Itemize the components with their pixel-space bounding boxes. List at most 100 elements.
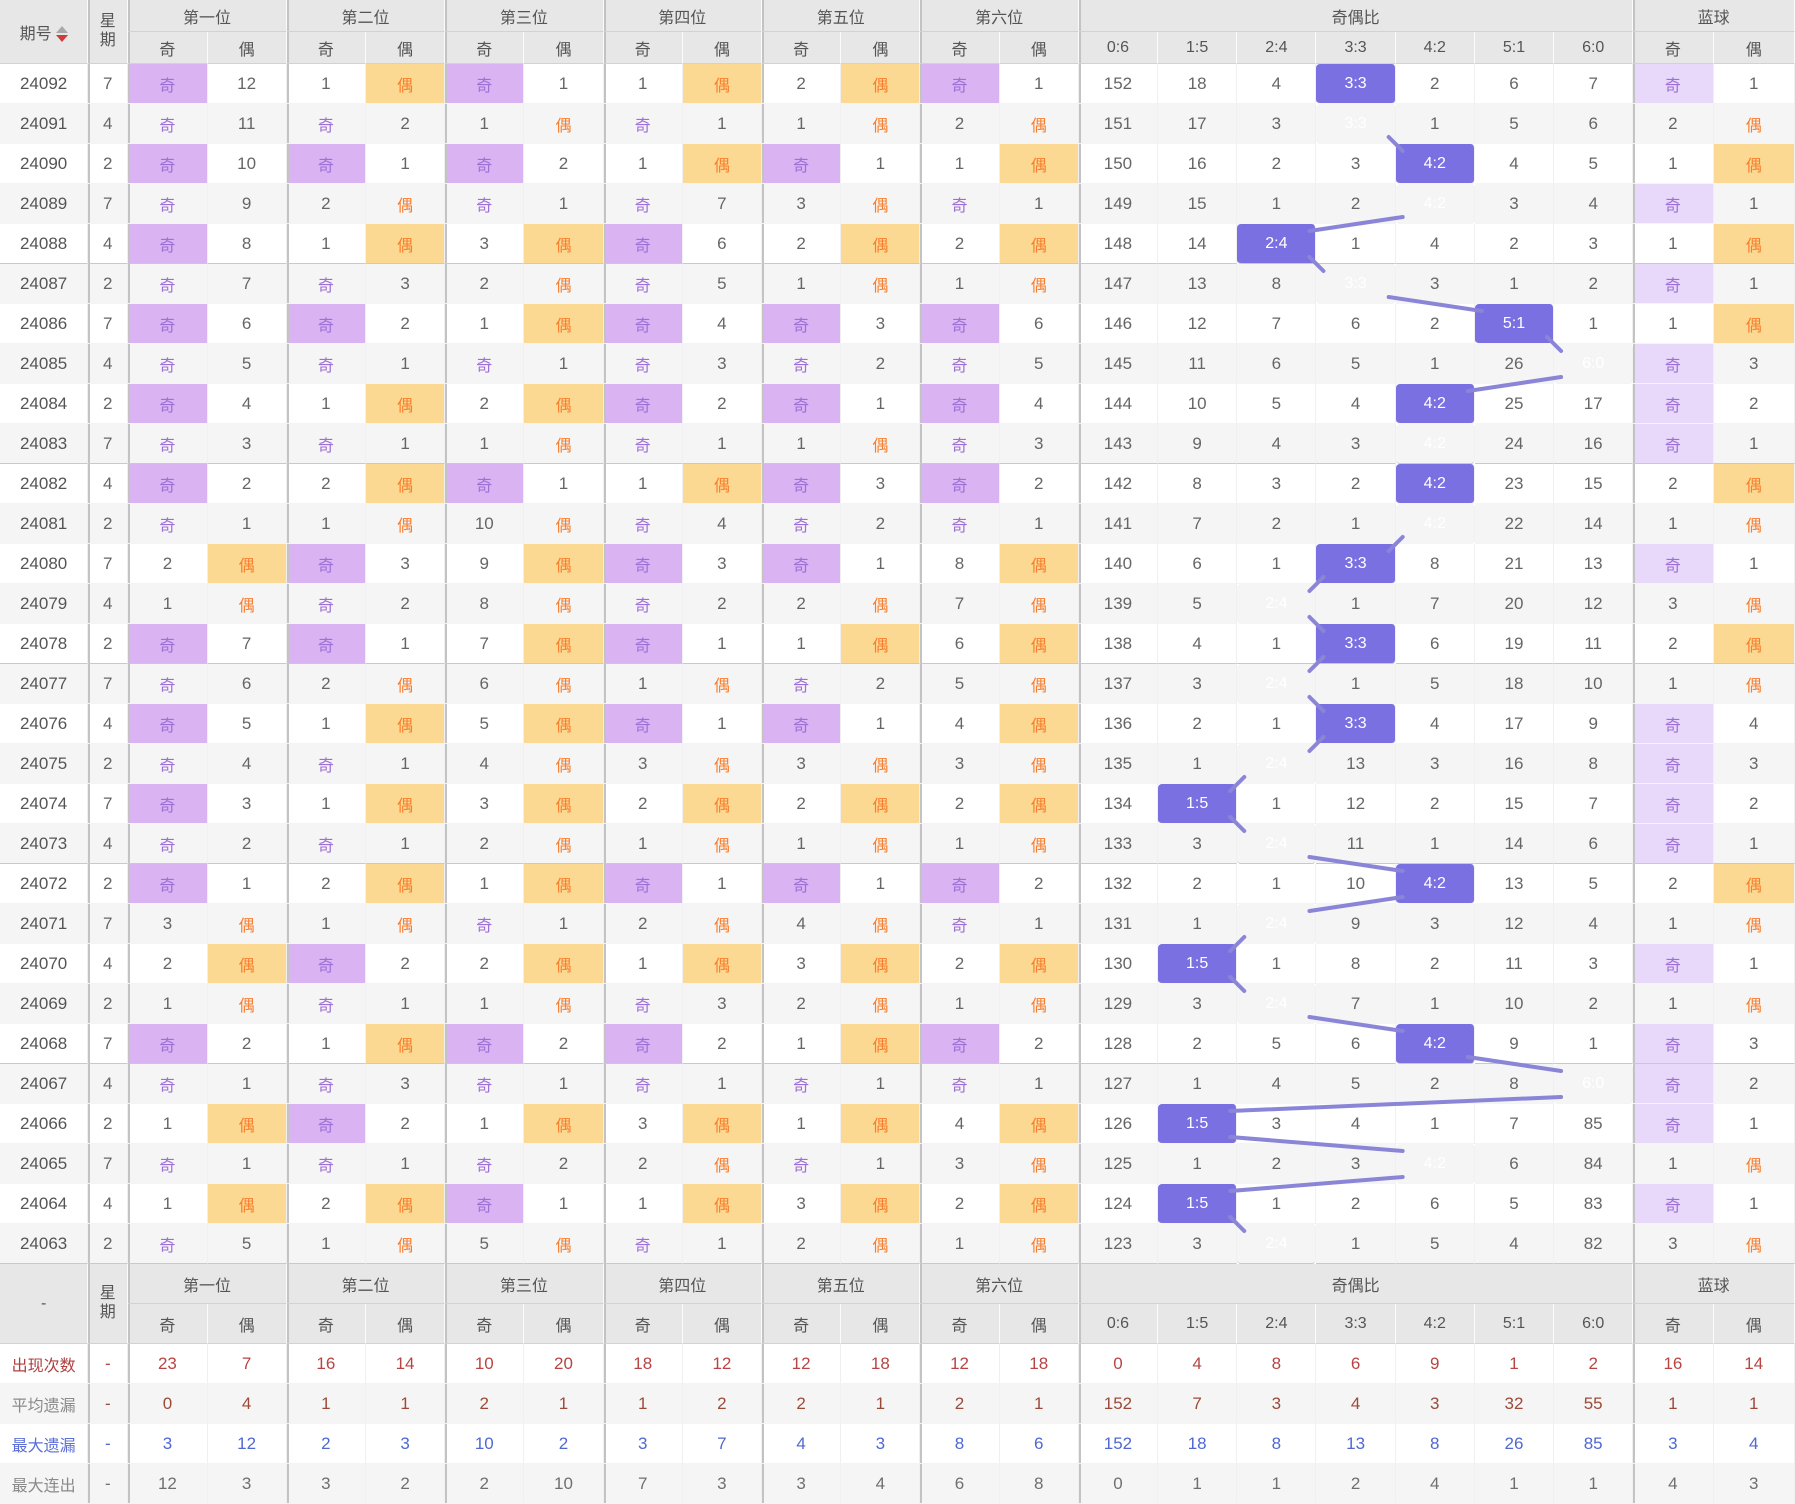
p6-odd-cell: 12 <box>920 1344 999 1384</box>
p2-even-cell: 3 <box>366 1424 445 1464</box>
p4-even-cell: 7 <box>683 184 762 224</box>
p4-even-cell: 2 <box>683 1384 762 1424</box>
p4-even-cell: 3 <box>683 544 762 584</box>
p6-even-cell: 偶 <box>1000 1104 1079 1144</box>
ratio-5:1-cell: 8 <box>1475 1064 1554 1104</box>
issue-cell: 24065 <box>0 1144 88 1184</box>
p5-even-cell: 偶 <box>841 784 920 824</box>
sort-down-icon[interactable] <box>56 35 68 42</box>
p3-odd-cell: 1 <box>445 984 524 1024</box>
p6-even-cell: 2 <box>1000 1024 1079 1064</box>
ratio-2:4-cell: 3 <box>1237 104 1316 144</box>
p6-even-cell: 1 <box>1000 64 1079 104</box>
p2-even-cell: 2 <box>366 1464 445 1504</box>
ratio-4:2-cell: 3 <box>1396 904 1475 944</box>
ratio-6:0-cell: 83 <box>1554 1184 1633 1224</box>
ratio-4:2-cell: 8 <box>1396 1424 1475 1464</box>
p3-odd-cell: 7 <box>445 624 524 664</box>
p4-odd-cell: 2 <box>604 1144 683 1184</box>
p2-even-cell: 1 <box>366 144 445 184</box>
issue-cell: 24091 <box>0 104 88 144</box>
p1-even-header: 偶 <box>208 32 287 64</box>
p2-even-cell: 2 <box>366 584 445 624</box>
p6-even-cell: 偶 <box>1000 824 1079 864</box>
ratio-3:3-cell: 5 <box>1316 1064 1395 1104</box>
p1-even-cell: 5 <box>208 1224 287 1264</box>
week-cell: 2 <box>88 264 128 304</box>
ratio-6:0-cell: 2 <box>1554 264 1633 304</box>
p6-even-cell: 6 <box>1000 304 1079 344</box>
p5-odd-cell: 1 <box>762 104 841 144</box>
p4-odd-cell: 奇 <box>604 624 683 664</box>
ratio-0:6-cell: 141 <box>1079 504 1158 544</box>
p2-odd-cell: 奇 <box>287 144 366 184</box>
p6-even-cell: 偶 <box>1000 264 1079 304</box>
ratio-6:0-cell: 14 <box>1554 504 1633 544</box>
issue-cell: 24087 <box>0 264 88 304</box>
ratio-1:5-cell: 14 <box>1158 224 1237 264</box>
summary-pos3-header: 第三位 <box>445 1264 603 1304</box>
summary-label: 出现次数 <box>0 1344 88 1384</box>
p1-odd-cell: 奇 <box>128 304 207 344</box>
ratio-0:6-cell: 152 <box>1079 64 1158 104</box>
summary-pos5-header: 第五位 <box>762 1264 920 1304</box>
ratio-6:0-cell: 12 <box>1554 584 1633 624</box>
ratio-4:2-cell: 4 <box>1396 704 1475 744</box>
p6-even-cell: 偶 <box>1000 104 1079 144</box>
p2-odd-cell: 奇 <box>287 984 366 1024</box>
sort-up-icon[interactable] <box>56 26 68 33</box>
ratio-6:0-cell: 55 <box>1554 1384 1633 1424</box>
table-header: 期号 星期 第一位 第二位 第三位 第四位 第五位 第六位 奇偶比 蓝球 奇偶奇… <box>0 0 1795 64</box>
ratio-6:0-cell: 4 <box>1554 904 1633 944</box>
ratio-6:0-cell: 7 <box>1554 64 1633 104</box>
issue-cell: 24079 <box>0 584 88 624</box>
sort-icon[interactable] <box>56 26 68 42</box>
issue-header[interactable]: 期号 <box>0 0 88 64</box>
p1-even-cell: 偶 <box>208 1104 287 1144</box>
p6-odd-cell: 2 <box>920 944 999 984</box>
ratio-3:3-cell: 10 <box>1316 864 1395 904</box>
ratio-2:4-cell: 3 <box>1237 464 1316 504</box>
ratio-2:4-cell: 2 <box>1237 144 1316 184</box>
ratio-5:1-cell: 2 <box>1475 224 1554 264</box>
ratio-5:1-cell: 19 <box>1475 624 1554 664</box>
issue-cell: 24086 <box>0 304 88 344</box>
p5-even-cell: 1 <box>841 864 920 904</box>
ratio-3:3-cell: 1 <box>1316 224 1395 264</box>
p1-odd-cell: 2 <box>128 544 207 584</box>
p5-even-cell: 2 <box>841 664 920 704</box>
p1-odd-cell: 奇 <box>128 1224 207 1264</box>
p6-even-cell: 1 <box>1000 904 1079 944</box>
p1-odd-cell: 奇 <box>128 424 207 464</box>
ratio-3:3-cell: 2 <box>1316 464 1395 504</box>
p2-even-cell: 偶 <box>366 904 445 944</box>
ratio-4:2-cell: 2 <box>1396 64 1475 104</box>
ratio-0:6-cell: 130 <box>1079 944 1158 984</box>
ratio-2:4-cell: 1 <box>1237 704 1316 744</box>
p3-odd-cell: 奇 <box>445 1024 524 1064</box>
blue-even-cell: 4 <box>1714 704 1795 744</box>
ratio-3:3-cell: 1 <box>1316 504 1395 544</box>
issue-cell: 24083 <box>0 424 88 464</box>
ratio-0:6-cell: 126 <box>1079 1104 1158 1144</box>
p3-odd-cell: 8 <box>445 584 524 624</box>
p6-odd-cell: 奇 <box>920 304 999 344</box>
ratio-3:3-cell: 2 <box>1316 184 1395 224</box>
p5-odd-cell: 2 <box>762 1384 841 1424</box>
issue-cell: 24070 <box>0 944 88 984</box>
blue-odd-header: 奇 <box>1633 1304 1713 1344</box>
p5-odd-cell: 奇 <box>762 864 841 904</box>
blue-odd-cell: 奇 <box>1633 1024 1713 1064</box>
ratio-6:0-cell: 13 <box>1554 544 1633 584</box>
p3-odd-cell: 2 <box>445 824 524 864</box>
